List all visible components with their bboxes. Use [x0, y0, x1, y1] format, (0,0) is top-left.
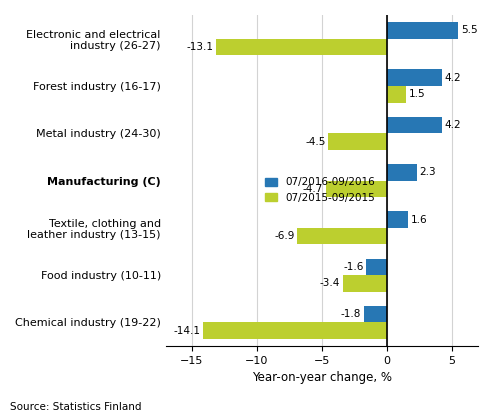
- Text: 1.6: 1.6: [410, 215, 427, 225]
- Bar: [343, 275, 387, 292]
- Bar: [363, 306, 387, 322]
- Text: 2.3: 2.3: [420, 167, 436, 177]
- Text: -6.9: -6.9: [274, 231, 294, 241]
- Text: 1.5: 1.5: [409, 89, 425, 99]
- Text: -13.1: -13.1: [187, 42, 214, 52]
- Bar: [387, 69, 442, 86]
- Text: -1.8: -1.8: [341, 309, 361, 319]
- X-axis label: Year-on-year change, %: Year-on-year change, %: [252, 371, 392, 384]
- Bar: [387, 164, 417, 181]
- Bar: [387, 211, 408, 228]
- Bar: [387, 117, 442, 133]
- Bar: [326, 181, 387, 197]
- Bar: [366, 259, 387, 275]
- Text: -4.7: -4.7: [303, 184, 323, 194]
- Text: 5.5: 5.5: [461, 25, 478, 35]
- Text: Source: Statistics Finland: Source: Statistics Finland: [10, 402, 141, 412]
- Bar: [204, 322, 387, 339]
- Legend: 07/2016-09/2016, 07/2015-09/2015: 07/2016-09/2016, 07/2015-09/2015: [265, 178, 375, 203]
- Bar: [387, 22, 458, 39]
- Bar: [297, 228, 387, 244]
- Text: -1.6: -1.6: [343, 262, 363, 272]
- Text: -4.5: -4.5: [305, 136, 326, 146]
- Text: -14.1: -14.1: [174, 326, 201, 336]
- Text: 4.2: 4.2: [444, 73, 461, 83]
- Bar: [328, 133, 387, 150]
- Text: -3.4: -3.4: [319, 278, 340, 288]
- Bar: [216, 39, 387, 55]
- Text: 4.2: 4.2: [444, 120, 461, 130]
- Bar: [387, 86, 406, 102]
